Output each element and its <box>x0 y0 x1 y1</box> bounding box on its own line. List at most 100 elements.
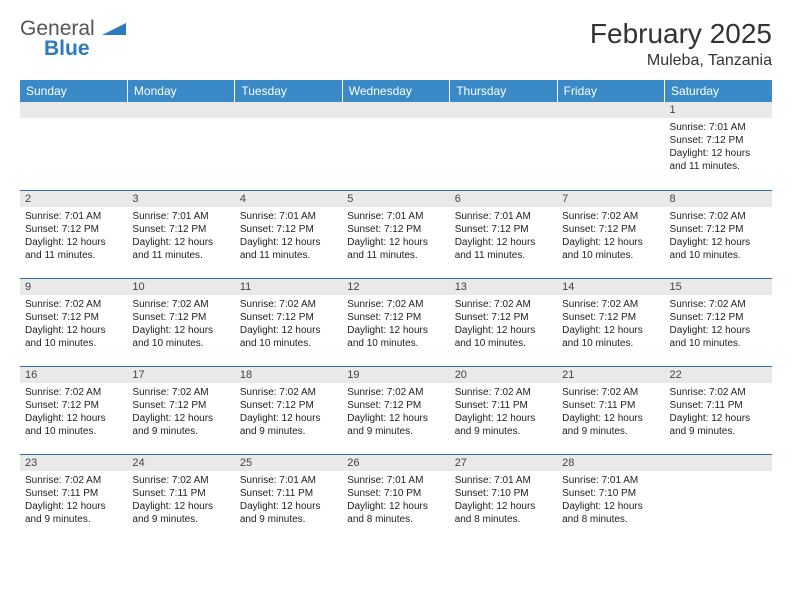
weekday-header-row: Sunday Monday Tuesday Wednesday Thursday… <box>20 80 772 102</box>
sunset-value: Sunset: 7:12 PM <box>455 223 552 236</box>
daylight-value: Daylight: 12 hours and 11 minutes. <box>132 236 229 262</box>
calendar-cell: 25Sunrise: 7:01 AMSunset: 7:11 PMDayligh… <box>235 454 342 542</box>
calendar-cell: 16Sunrise: 7:02 AMSunset: 7:12 PMDayligh… <box>20 366 127 454</box>
sunset-value: Sunset: 7:12 PM <box>132 311 229 324</box>
day-number: 5 <box>342 191 449 207</box>
sunset-value: Sunset: 7:12 PM <box>347 223 444 236</box>
sunrise-value: Sunrise: 7:01 AM <box>347 474 444 487</box>
calendar-cell <box>342 102 449 190</box>
daylight-value: Daylight: 12 hours and 9 minutes. <box>347 412 444 438</box>
sunrise-value: Sunrise: 7:02 AM <box>455 298 552 311</box>
day-number: 1 <box>665 102 772 118</box>
day-number: 15 <box>665 279 772 295</box>
calendar-cell: 4Sunrise: 7:01 AMSunset: 7:12 PMDaylight… <box>235 190 342 278</box>
calendar-cell: 28Sunrise: 7:01 AMSunset: 7:10 PMDayligh… <box>557 454 664 542</box>
day-details: Sunrise: 7:01 AMSunset: 7:12 PMDaylight:… <box>450 207 557 262</box>
location-label: Muleba, Tanzania <box>590 52 772 70</box>
day-number: 10 <box>127 279 234 295</box>
sunrise-value: Sunrise: 7:01 AM <box>562 474 659 487</box>
sunrise-value: Sunrise: 7:02 AM <box>670 210 767 223</box>
day-details: Sunrise: 7:02 AMSunset: 7:11 PMDaylight:… <box>20 471 127 526</box>
sunrise-value: Sunrise: 7:01 AM <box>240 210 337 223</box>
sunset-value: Sunset: 7:12 PM <box>25 399 122 412</box>
day-number: 18 <box>235 367 342 383</box>
day-details: Sunrise: 7:02 AMSunset: 7:12 PMDaylight:… <box>557 295 664 350</box>
sunset-value: Sunset: 7:12 PM <box>562 223 659 236</box>
brand-logo: General Blue <box>20 18 126 59</box>
page-title: February 2025 <box>590 18 772 50</box>
calendar-cell: 14Sunrise: 7:02 AMSunset: 7:12 PMDayligh… <box>557 278 664 366</box>
sunrise-value: Sunrise: 7:01 AM <box>25 210 122 223</box>
calendar-cell: 19Sunrise: 7:02 AMSunset: 7:12 PMDayligh… <box>342 366 449 454</box>
sunset-value: Sunset: 7:11 PM <box>670 399 767 412</box>
day-details: Sunrise: 7:02 AMSunset: 7:12 PMDaylight:… <box>235 295 342 350</box>
calendar-row: 16Sunrise: 7:02 AMSunset: 7:12 PMDayligh… <box>20 366 772 454</box>
sunrise-value: Sunrise: 7:01 AM <box>132 210 229 223</box>
day-number: 19 <box>342 367 449 383</box>
calendar-cell: 10Sunrise: 7:02 AMSunset: 7:12 PMDayligh… <box>127 278 234 366</box>
sunrise-value: Sunrise: 7:02 AM <box>562 298 659 311</box>
day-number: 6 <box>450 191 557 207</box>
sunrise-value: Sunrise: 7:02 AM <box>25 298 122 311</box>
daylight-value: Daylight: 12 hours and 11 minutes. <box>455 236 552 262</box>
calendar-cell: 6Sunrise: 7:01 AMSunset: 7:12 PMDaylight… <box>450 190 557 278</box>
calendar-cell: 18Sunrise: 7:02 AMSunset: 7:12 PMDayligh… <box>235 366 342 454</box>
day-number: 24 <box>127 455 234 471</box>
weekday-header: Saturday <box>665 80 772 102</box>
daylight-value: Daylight: 12 hours and 10 minutes. <box>132 324 229 350</box>
calendar-cell <box>127 102 234 190</box>
sunrise-value: Sunrise: 7:02 AM <box>455 386 552 399</box>
weekday-header: Wednesday <box>342 80 449 102</box>
day-details: Sunrise: 7:01 AMSunset: 7:12 PMDaylight:… <box>235 207 342 262</box>
calendar-cell: 13Sunrise: 7:02 AMSunset: 7:12 PMDayligh… <box>450 278 557 366</box>
calendar-row: 23Sunrise: 7:02 AMSunset: 7:11 PMDayligh… <box>20 454 772 542</box>
day-details: Sunrise: 7:02 AMSunset: 7:12 PMDaylight:… <box>342 383 449 438</box>
daylight-value: Daylight: 12 hours and 10 minutes. <box>670 324 767 350</box>
day-details: Sunrise: 7:01 AMSunset: 7:10 PMDaylight:… <box>450 471 557 526</box>
calendar-cell: 27Sunrise: 7:01 AMSunset: 7:10 PMDayligh… <box>450 454 557 542</box>
sunrise-value: Sunrise: 7:02 AM <box>240 298 337 311</box>
day-number: 13 <box>450 279 557 295</box>
daylight-value: Daylight: 12 hours and 11 minutes. <box>25 236 122 262</box>
title-block: February 2025 Muleba, Tanzania <box>590 18 772 70</box>
day-details: Sunrise: 7:02 AMSunset: 7:12 PMDaylight:… <box>450 295 557 350</box>
day-number: 7 <box>557 191 664 207</box>
sunset-value: Sunset: 7:12 PM <box>132 223 229 236</box>
daylight-value: Daylight: 12 hours and 11 minutes. <box>240 236 337 262</box>
sunrise-value: Sunrise: 7:02 AM <box>25 474 122 487</box>
sunrise-value: Sunrise: 7:01 AM <box>455 474 552 487</box>
sunset-value: Sunset: 7:11 PM <box>562 399 659 412</box>
daylight-value: Daylight: 12 hours and 10 minutes. <box>562 324 659 350</box>
sunset-value: Sunset: 7:10 PM <box>347 487 444 500</box>
calendar-cell: 5Sunrise: 7:01 AMSunset: 7:12 PMDaylight… <box>342 190 449 278</box>
day-number: 23 <box>20 455 127 471</box>
calendar-cell: 21Sunrise: 7:02 AMSunset: 7:11 PMDayligh… <box>557 366 664 454</box>
daylight-value: Daylight: 12 hours and 10 minutes. <box>562 236 659 262</box>
sunrise-value: Sunrise: 7:02 AM <box>670 298 767 311</box>
day-number <box>20 102 127 118</box>
day-number: 28 <box>557 455 664 471</box>
sunrise-value: Sunrise: 7:02 AM <box>347 298 444 311</box>
day-details: Sunrise: 7:01 AMSunset: 7:12 PMDaylight:… <box>20 207 127 262</box>
sunrise-value: Sunrise: 7:02 AM <box>347 386 444 399</box>
day-number: 8 <box>665 191 772 207</box>
sunrise-value: Sunrise: 7:02 AM <box>562 210 659 223</box>
calendar-cell: 12Sunrise: 7:02 AMSunset: 7:12 PMDayligh… <box>342 278 449 366</box>
day-details: Sunrise: 7:02 AMSunset: 7:11 PMDaylight:… <box>557 383 664 438</box>
day-number: 17 <box>127 367 234 383</box>
sunrise-value: Sunrise: 7:01 AM <box>455 210 552 223</box>
day-details: Sunrise: 7:01 AMSunset: 7:12 PMDaylight:… <box>127 207 234 262</box>
day-number: 21 <box>557 367 664 383</box>
daylight-value: Daylight: 12 hours and 10 minutes. <box>240 324 337 350</box>
daylight-value: Daylight: 12 hours and 10 minutes. <box>455 324 552 350</box>
sunset-value: Sunset: 7:12 PM <box>240 223 337 236</box>
calendar-cell <box>450 102 557 190</box>
sunrise-value: Sunrise: 7:02 AM <box>670 386 767 399</box>
daylight-value: Daylight: 12 hours and 10 minutes. <box>347 324 444 350</box>
sunset-value: Sunset: 7:12 PM <box>132 399 229 412</box>
day-details: Sunrise: 7:01 AMSunset: 7:11 PMDaylight:… <box>235 471 342 526</box>
sunset-value: Sunset: 7:11 PM <box>132 487 229 500</box>
sunrise-value: Sunrise: 7:02 AM <box>132 386 229 399</box>
day-number: 12 <box>342 279 449 295</box>
day-details: Sunrise: 7:02 AMSunset: 7:12 PMDaylight:… <box>20 295 127 350</box>
